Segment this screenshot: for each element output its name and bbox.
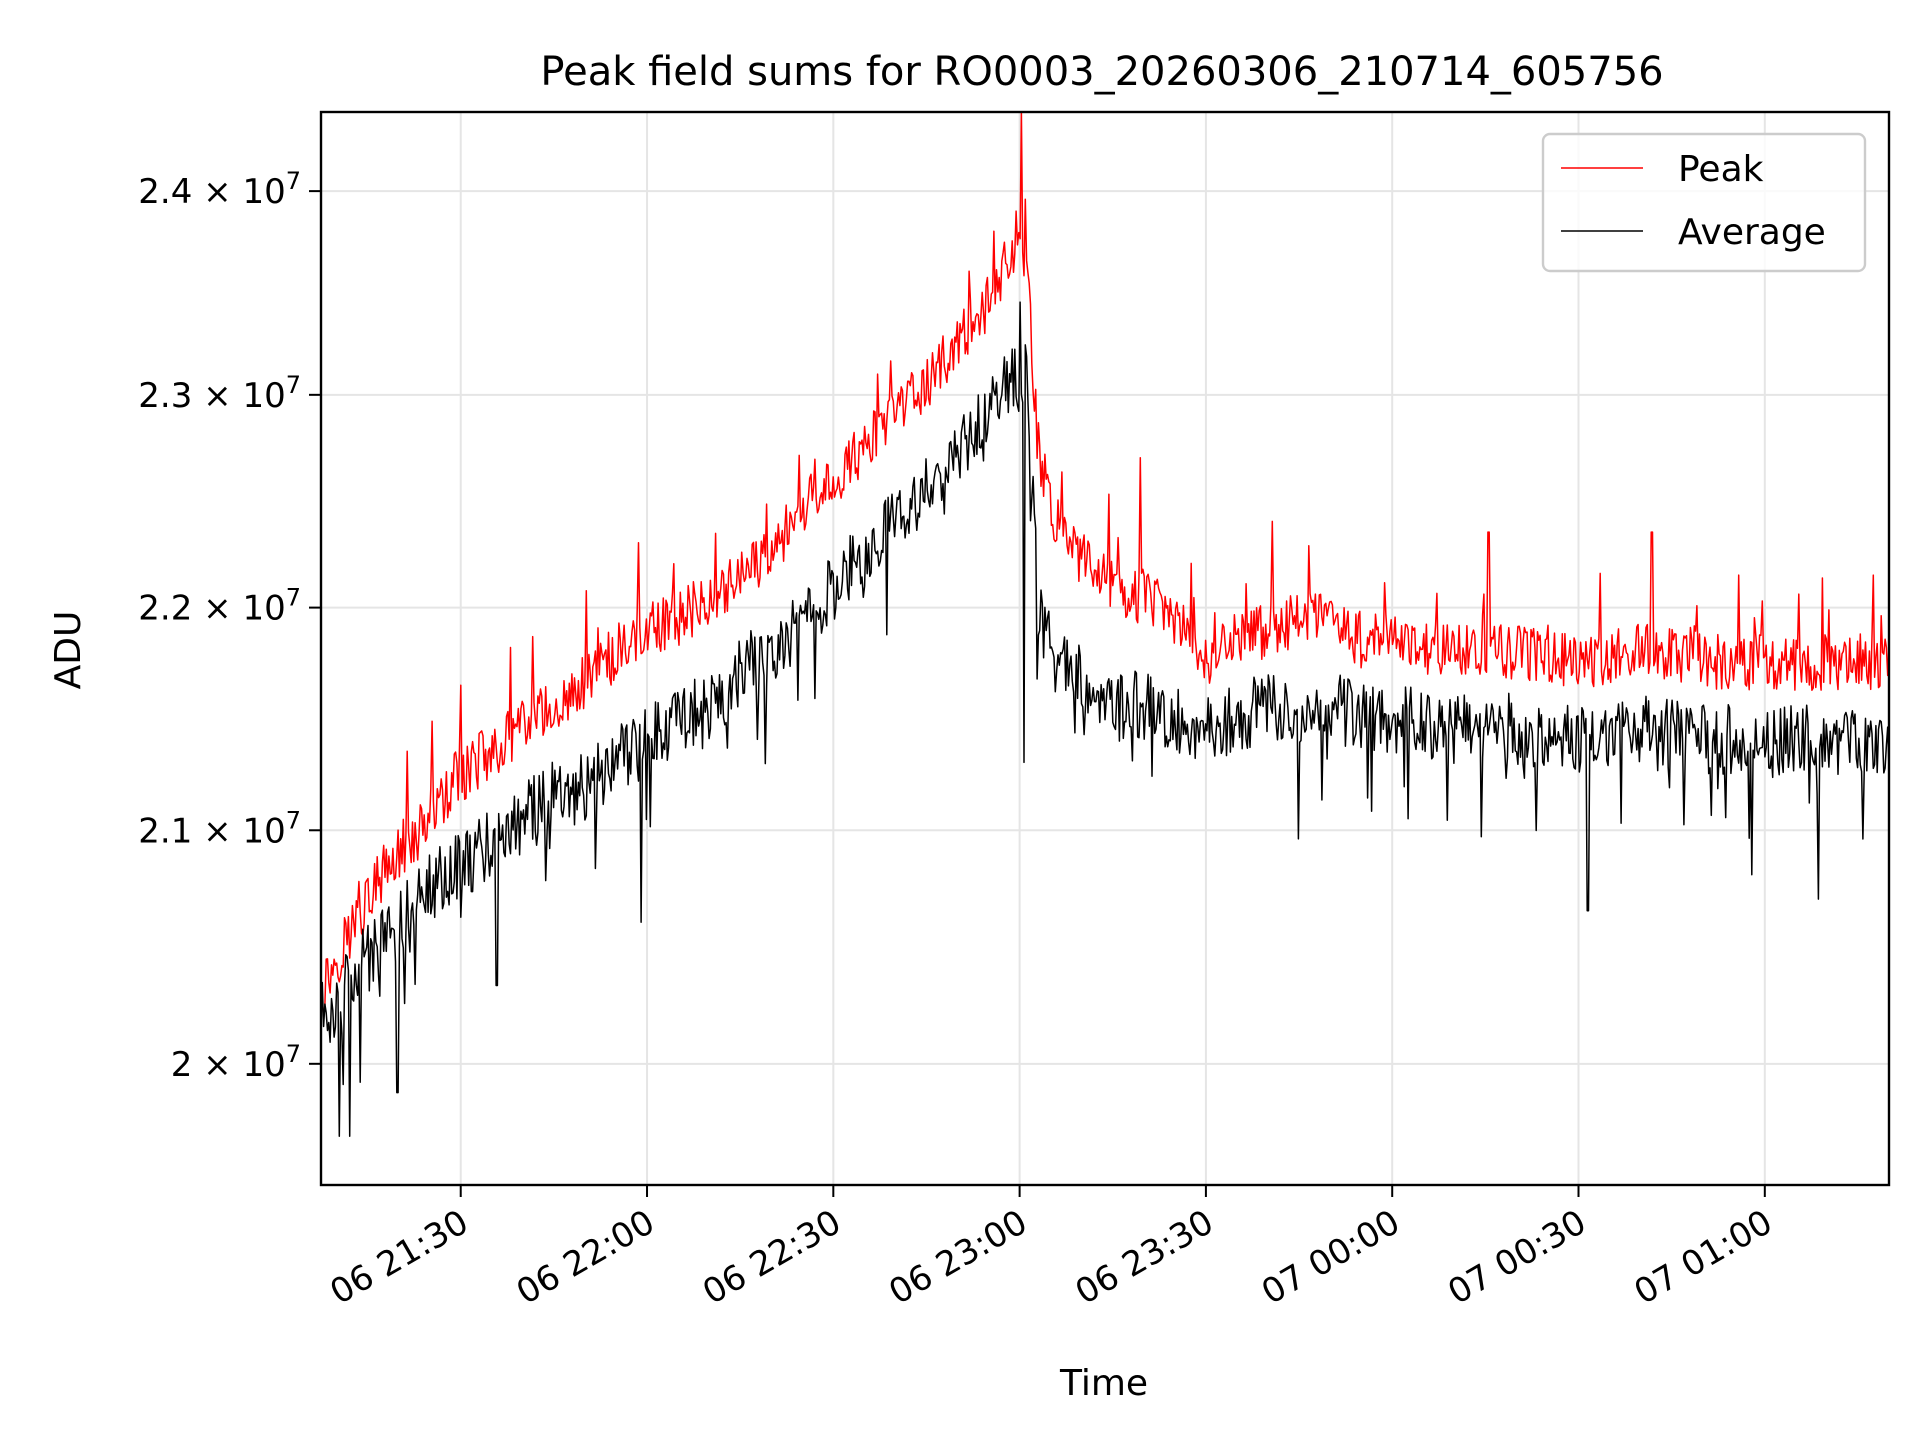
y-tick-label: 2.1 × 107 (138, 806, 301, 851)
legend-average-label: Average (1678, 212, 1826, 253)
y-tick-label: 2.2 × 107 (138, 584, 301, 629)
y-axis: 2 × 107 2.1 × 107 2.2 × 107 2.3 × 107 2.4 × … (138, 167, 321, 1085)
series-line-average (321, 301, 1889, 1137)
chart-title: Peak field sums for RO0003_20260306_2107… (540, 49, 1663, 95)
series-line-peak (321, 112, 1889, 1017)
x-axis-label: Time (1059, 1363, 1148, 1404)
y-tick-label: 2.3 × 107 (138, 371, 301, 416)
plot-frame (319, 110, 1891, 1187)
y-tick-label: 2 × 107 (171, 1040, 301, 1085)
series-layer (321, 112, 1889, 1137)
legend: Peak Average (1541, 132, 1867, 273)
y-axis-label: ADU (48, 611, 89, 690)
y-tick-label: 2.4 × 107 (138, 167, 301, 212)
legend-peak-label: Peak (1678, 149, 1764, 190)
